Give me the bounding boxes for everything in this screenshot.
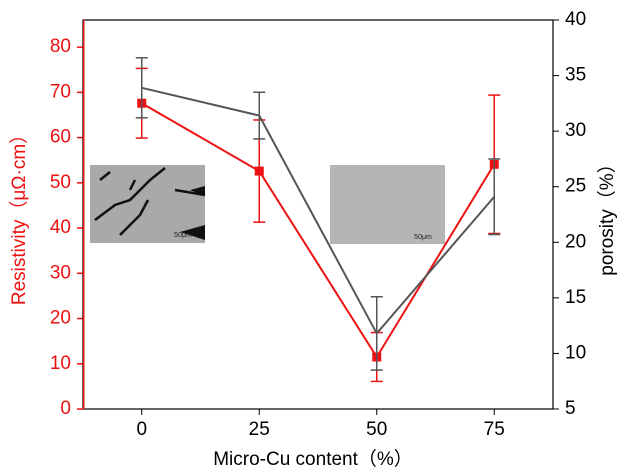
marker bbox=[254, 166, 264, 176]
y2-tick-label: 30 bbox=[565, 120, 586, 141]
x-tick-label: 0 bbox=[136, 419, 147, 440]
micrograph bbox=[330, 165, 445, 244]
crack bbox=[180, 186, 205, 240]
inset-left: 50μm bbox=[90, 165, 206, 243]
inset-right: 50μm bbox=[330, 165, 445, 244]
x-axis-title: Micro-Cu content（%） bbox=[213, 448, 413, 470]
inset-label: 50μm bbox=[414, 234, 432, 241]
left-axis-line bbox=[83, 20, 85, 409]
y2-tick-label: 15 bbox=[565, 287, 586, 308]
y-tick-label: 0 bbox=[60, 398, 71, 419]
x-tick-label: 50 bbox=[366, 419, 387, 440]
y2-axis-title: porosity（%） bbox=[596, 154, 618, 275]
y2-tick-label: 10 bbox=[565, 342, 586, 363]
y2-tick-label: 40 bbox=[565, 9, 586, 30]
y2-tick-label: 35 bbox=[565, 65, 586, 86]
y-tick-label: 60 bbox=[50, 127, 71, 148]
y-tick-label: 80 bbox=[50, 36, 71, 57]
y-tick-label: 30 bbox=[50, 262, 71, 283]
crack bbox=[94, 167, 206, 236]
series-line bbox=[141, 86, 496, 336]
x-tick-label: 25 bbox=[249, 419, 270, 440]
y-tick-label: 40 bbox=[50, 217, 71, 238]
series-line bbox=[141, 102, 496, 359]
y-tick-label: 10 bbox=[50, 353, 71, 374]
y2-tick-label: 5 bbox=[565, 398, 576, 419]
error-bar bbox=[488, 158, 501, 236]
y-tick-label: 70 bbox=[50, 81, 71, 102]
error-bar bbox=[253, 91, 266, 140]
y-axis-title: Resistivity（μΩ·cm） bbox=[8, 125, 30, 305]
y2-tick-label: 25 bbox=[565, 176, 586, 197]
error-bar bbox=[370, 295, 383, 371]
error-bar bbox=[135, 57, 148, 119]
micrograph bbox=[90, 165, 205, 243]
y-tick-label: 20 bbox=[50, 308, 71, 329]
inset-label: 50μm bbox=[174, 232, 192, 239]
y-tick-label: 50 bbox=[50, 172, 71, 193]
x-tick-label: 75 bbox=[484, 419, 505, 440]
y2-tick-label: 20 bbox=[565, 231, 586, 252]
